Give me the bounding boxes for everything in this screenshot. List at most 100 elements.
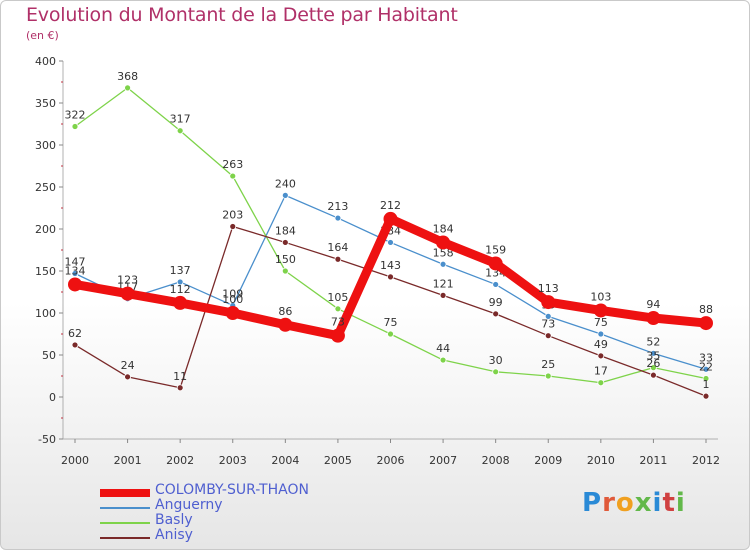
series-basly: 322 368 317 263 150 105 75 44 30 25 17 35 22	[65, 70, 713, 387]
data-label: 212	[380, 199, 401, 212]
data-label: 143	[380, 259, 401, 272]
data-label: 24	[121, 359, 135, 372]
data-point	[439, 356, 447, 364]
data-label: 25	[541, 358, 555, 371]
data-point	[334, 305, 342, 313]
data-label: 62	[68, 327, 82, 340]
data-point	[334, 255, 342, 263]
data-point	[439, 291, 447, 299]
data-label: 30	[489, 354, 503, 367]
logo-letter: o	[615, 488, 635, 518]
data-point	[544, 312, 552, 320]
data-label: 109	[222, 287, 243, 300]
data-label: 49	[594, 338, 608, 351]
data-point	[124, 373, 131, 381]
x-tick-label: 2006	[377, 454, 405, 467]
data-point	[492, 310, 500, 318]
data-label: 11	[173, 370, 187, 383]
data-label: 99	[489, 296, 503, 309]
data-point	[593, 303, 608, 318]
x-tick-label: 2000	[61, 454, 89, 467]
series-colomby-sur-thaon: 134 123 112 100 86 73 212 184 159 113 103 94 88	[65, 199, 713, 343]
data-label: 203	[222, 208, 243, 221]
y-tick-label: 100	[35, 307, 56, 320]
logo-letter: x	[634, 488, 653, 518]
y-tick-label: 200	[35, 223, 56, 236]
data-label: 73	[541, 318, 555, 331]
data-label: 17	[594, 365, 608, 378]
data-point	[597, 352, 605, 360]
data-label: 86	[278, 305, 292, 318]
data-point	[650, 371, 657, 379]
data-label: 88	[699, 303, 713, 316]
data-label: 100	[222, 293, 243, 306]
data-label: 26	[646, 357, 660, 370]
data-label: 113	[538, 282, 559, 295]
legend-swatch	[100, 507, 150, 509]
data-label: 1	[703, 378, 710, 391]
data-label: 73	[331, 316, 345, 329]
data-label: 164	[327, 241, 348, 254]
data-point	[71, 270, 79, 277]
proxiti-logo: Proxiti	[582, 488, 686, 518]
data-point	[176, 384, 184, 392]
data-point	[176, 127, 184, 135]
x-tick-label: 2007	[429, 454, 457, 467]
data-label: 184	[275, 224, 296, 237]
data-point	[278, 317, 293, 332]
data-point	[120, 286, 135, 301]
data-label: 368	[117, 70, 138, 83]
data-point	[702, 365, 710, 373]
logo-letter: i	[652, 488, 663, 518]
data-point	[176, 278, 184, 286]
data-point	[173, 295, 188, 310]
data-point	[71, 341, 79, 349]
data-point	[597, 330, 605, 338]
legend-swatch	[100, 522, 150, 524]
data-label: 123	[117, 274, 138, 287]
data-point	[702, 392, 710, 400]
y-tick-label: 150	[35, 265, 56, 278]
data-point	[699, 316, 713, 331]
data-point	[71, 123, 79, 130]
data-label: 158	[433, 246, 454, 259]
chart-unit-label: (en €)	[26, 29, 59, 42]
y-tick-label: 300	[35, 139, 56, 152]
x-tick-label: 2002	[166, 454, 194, 467]
data-point	[650, 349, 657, 357]
x-tick-label: 2005	[324, 454, 352, 467]
data-point	[383, 211, 398, 226]
logo-letter: t	[662, 488, 676, 518]
data-label: 75	[594, 316, 608, 329]
data-label: 52	[646, 335, 660, 348]
data-point	[281, 267, 289, 275]
data-label: 240	[275, 177, 296, 190]
data-label: 112	[170, 283, 191, 296]
legend-label: Basly	[155, 512, 193, 528]
data-point	[488, 256, 503, 271]
data-label: 35	[646, 350, 660, 363]
data-point	[225, 306, 240, 320]
data-point	[229, 223, 237, 230]
data-label: 44	[436, 342, 450, 355]
data-label: 150	[275, 253, 296, 266]
legend-swatch	[100, 537, 150, 539]
y-tick-label: 350	[35, 97, 56, 110]
data-point	[229, 172, 237, 180]
y-tick-label: 50	[42, 349, 56, 362]
logo-letter: r	[602, 488, 616, 518]
data-label: 147	[65, 256, 86, 269]
data-label: 22	[699, 361, 713, 374]
x-tick-label: 2011	[639, 454, 667, 467]
x-tick-label: 2012	[692, 454, 720, 467]
data-point	[334, 214, 342, 222]
legend-label: Anguerny	[155, 497, 223, 513]
data-label: 75	[384, 316, 398, 329]
x-tick-label: 2004	[271, 454, 299, 467]
data-label: 213	[327, 200, 348, 213]
legend-swatch	[100, 489, 150, 497]
data-point	[387, 273, 394, 281]
data-label: 105	[327, 291, 348, 304]
